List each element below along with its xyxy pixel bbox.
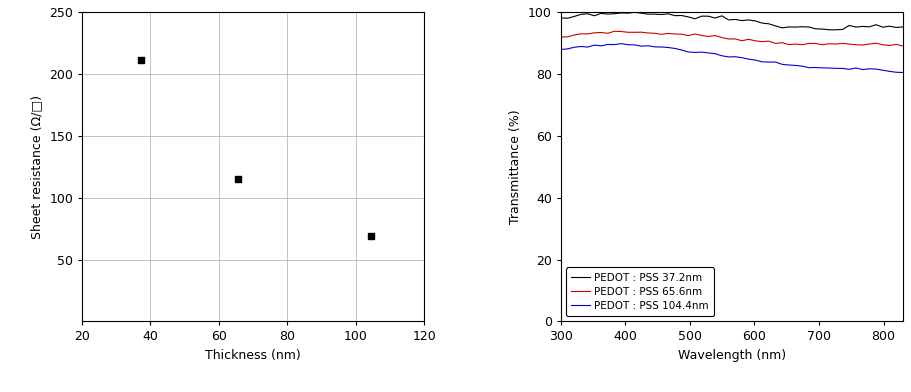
Point	[363, 233, 378, 239]
Line: PEDOT : PSS 37.2nm: PEDOT : PSS 37.2nm	[560, 12, 902, 30]
PEDOT : PSS 37.2nm: (633, 95.4): PSS 37.2nm: (633, 95.4)	[769, 24, 780, 28]
PEDOT : PSS 104.4nm: (653, 82.8): PSS 104.4nm: (653, 82.8)	[783, 63, 793, 67]
Line: PEDOT : PSS 65.6nm: PEDOT : PSS 65.6nm	[560, 31, 902, 46]
PEDOT : PSS 65.6nm: (383, 93.7): PSS 65.6nm: (383, 93.7)	[609, 29, 619, 34]
PEDOT : PSS 65.6nm: (497, 92.3): PSS 65.6nm: (497, 92.3)	[682, 33, 693, 38]
PEDOT : PSS 37.2nm: (830, 95.1): PSS 37.2nm: (830, 95.1)	[896, 25, 907, 29]
PEDOT : PSS 65.6nm: (342, 92.8): PSS 65.6nm: (342, 92.8)	[581, 32, 592, 36]
PEDOT : PSS 104.4nm: (633, 83.8): PSS 104.4nm: (633, 83.8)	[769, 60, 780, 64]
PEDOT : PSS 65.6nm: (300, 91.8): PSS 65.6nm: (300, 91.8)	[555, 34, 566, 39]
PEDOT : PSS 37.2nm: (497, 98.3): PSS 37.2nm: (497, 98.3)	[682, 15, 693, 19]
PEDOT : PSS 37.2nm: (726, 94.2): PSS 37.2nm: (726, 94.2)	[829, 27, 840, 32]
PEDOT : PSS 104.4nm: (300, 87.8): PSS 104.4nm: (300, 87.8)	[555, 47, 566, 52]
X-axis label: Thickness (nm): Thickness (nm)	[205, 349, 301, 362]
PEDOT : PSS 37.2nm: (414, 99.8): PSS 37.2nm: (414, 99.8)	[629, 10, 640, 15]
PEDOT : PSS 65.6nm: (653, 89.4): PSS 65.6nm: (653, 89.4)	[783, 42, 793, 47]
Y-axis label: Transmittance (%): Transmittance (%)	[509, 109, 522, 224]
Line: PEDOT : PSS 104.4nm: PEDOT : PSS 104.4nm	[560, 44, 902, 73]
PEDOT : PSS 104.4nm: (560, 85.4): PSS 104.4nm: (560, 85.4)	[722, 54, 733, 59]
PEDOT : PSS 37.2nm: (342, 99.4): PSS 37.2nm: (342, 99.4)	[581, 11, 592, 16]
Y-axis label: Sheet resistance (Ω/□): Sheet resistance (Ω/□)	[31, 94, 44, 239]
PEDOT : PSS 104.4nm: (830, 80.4): PSS 104.4nm: (830, 80.4)	[896, 70, 907, 75]
PEDOT : PSS 37.2nm: (560, 97.4): PSS 37.2nm: (560, 97.4)	[722, 18, 733, 22]
PEDOT : PSS 65.6nm: (830, 88.9): PSS 65.6nm: (830, 88.9)	[896, 44, 907, 48]
Point	[134, 57, 148, 63]
PEDOT : PSS 65.6nm: (799, 89.4): PSS 65.6nm: (799, 89.4)	[876, 42, 887, 47]
PEDOT : PSS 104.4nm: (342, 88.6): PSS 104.4nm: (342, 88.6)	[581, 45, 592, 49]
PEDOT : PSS 65.6nm: (560, 91.2): PSS 65.6nm: (560, 91.2)	[722, 36, 733, 41]
PEDOT : PSS 104.4nm: (799, 81.1): PSS 104.4nm: (799, 81.1)	[876, 68, 887, 73]
Legend: PEDOT : PSS 37.2nm, PEDOT : PSS 65.6nm, PEDOT : PSS 104.4nm: PEDOT : PSS 37.2nm, PEDOT : PSS 65.6nm, …	[566, 267, 713, 316]
PEDOT : PSS 104.4nm: (394, 89.7): PSS 104.4nm: (394, 89.7)	[615, 41, 626, 46]
X-axis label: Wavelength (nm): Wavelength (nm)	[677, 349, 785, 362]
PEDOT : PSS 37.2nm: (300, 98): PSS 37.2nm: (300, 98)	[555, 16, 566, 20]
PEDOT : PSS 104.4nm: (497, 87): PSS 104.4nm: (497, 87)	[682, 50, 693, 54]
PEDOT : PSS 37.2nm: (591, 97.4): PSS 37.2nm: (591, 97.4)	[742, 18, 753, 22]
PEDOT : PSS 65.6nm: (633, 89.8): PSS 65.6nm: (633, 89.8)	[769, 41, 780, 46]
PEDOT : PSS 37.2nm: (653, 95.1): PSS 37.2nm: (653, 95.1)	[783, 25, 793, 29]
Point	[230, 176, 245, 182]
